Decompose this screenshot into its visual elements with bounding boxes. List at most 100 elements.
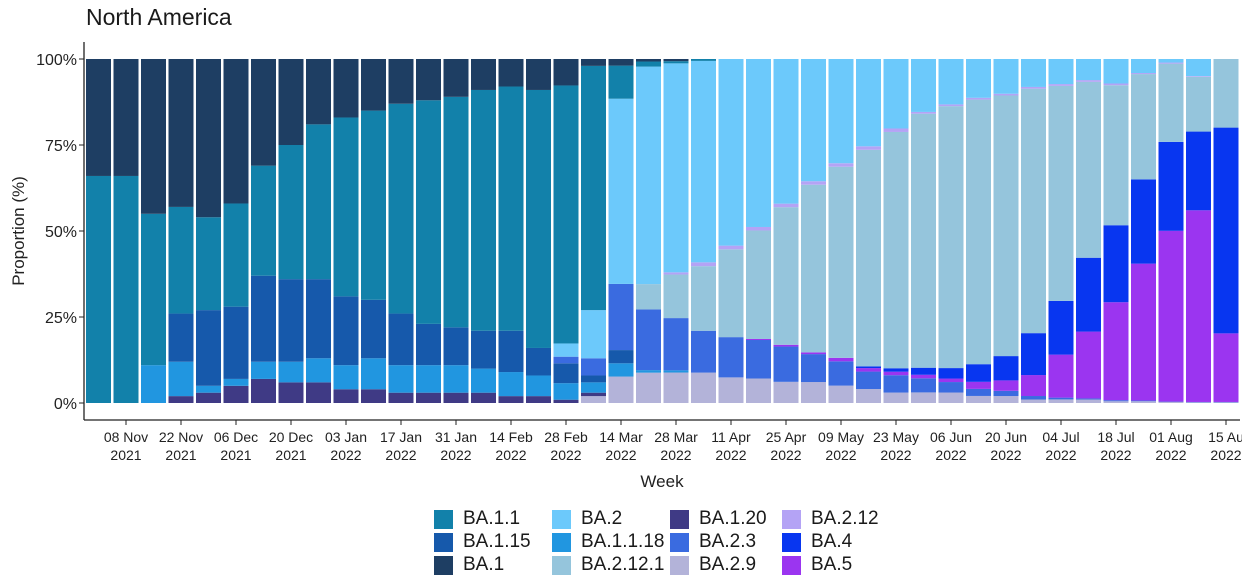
- bar-segment: [498, 396, 524, 403]
- bar-segment: [471, 330, 496, 369]
- bar-segment: [773, 207, 799, 345]
- bar-segment: [883, 59, 909, 129]
- bar-segment: [196, 59, 221, 218]
- bar-segment: [361, 389, 386, 403]
- bar-segment: [526, 59, 551, 90]
- bar-segment: [966, 395, 991, 403]
- bar-segment: [278, 145, 304, 280]
- bar-segment: [993, 380, 1019, 391]
- legend-label: BA.2: [581, 508, 623, 529]
- x-axis-label: Week: [640, 472, 684, 491]
- x-tick-label: 2022: [440, 447, 471, 463]
- bar-segment: [993, 396, 1019, 403]
- bar-segment: [1048, 85, 1074, 301]
- bar-segment: [168, 396, 194, 403]
- bar-segment: [856, 146, 881, 150]
- bar-segment: [471, 392, 496, 403]
- x-tick-label: 08 Nov: [104, 429, 148, 445]
- x-tick-label: 2022: [1210, 447, 1241, 463]
- bar-segment: [1186, 76, 1211, 132]
- bar-segment: [938, 368, 964, 379]
- bar-segment: [993, 390, 1019, 397]
- legend-label: BA.1.15: [463, 531, 531, 552]
- bar-segment: [388, 392, 414, 403]
- x-tick-label: 18 Jul: [1097, 429, 1134, 445]
- bar-segment: [663, 63, 689, 273]
- bar-segment: [1021, 375, 1046, 397]
- bar-segment: [801, 184, 826, 353]
- bar-segment: [773, 346, 799, 382]
- bar-segment: [1021, 333, 1046, 376]
- bar-segment: [553, 356, 579, 364]
- bar-segment: [718, 377, 744, 403]
- bar-segment: [278, 279, 304, 362]
- bar-segment: [498, 86, 524, 331]
- bar-segment: [113, 175, 139, 403]
- bar-segment: [1158, 63, 1184, 142]
- bar-segment: [278, 382, 304, 403]
- bar-segment: [1076, 398, 1101, 400]
- bar-segment: [911, 367, 936, 375]
- x-tick-label: 2022: [880, 447, 911, 463]
- bar-segment: [1103, 302, 1129, 401]
- bar-segment: [498, 330, 524, 373]
- bar-segment: [911, 113, 936, 368]
- bar-segment: [1076, 331, 1101, 399]
- x-tick-label: 31 Jan: [435, 429, 477, 445]
- bar-segment: [663, 370, 689, 373]
- bar-segment: [993, 93, 1019, 96]
- bar-segment: [168, 59, 194, 207]
- bar-segment: [1103, 83, 1129, 86]
- x-tick-label: 2022: [605, 447, 636, 463]
- bar-segment: [1076, 399, 1101, 403]
- y-tick-label: 50%: [45, 224, 77, 241]
- bar-segment: [333, 117, 359, 297]
- bar-segment: [443, 365, 469, 393]
- legend-swatch: [782, 555, 801, 575]
- bar-segment: [1158, 230, 1184, 402]
- bar-segment: [828, 361, 854, 386]
- bar-segment: [828, 163, 854, 167]
- bar-segment: [168, 361, 194, 397]
- bar-segment: [471, 89, 496, 331]
- y-tick-label: 0%: [54, 396, 77, 413]
- bar-segment: [581, 396, 606, 403]
- x-tick-label: 2022: [660, 447, 691, 463]
- legend-item: BA.1.1.18: [552, 531, 670, 553]
- bar-segment: [306, 279, 331, 359]
- bar-segment: [636, 370, 661, 373]
- bar-segment: [966, 364, 991, 382]
- bar-segment: [773, 59, 799, 204]
- bar-segment: [1048, 397, 1074, 400]
- bar-segment: [883, 368, 909, 372]
- bar-segment: [718, 337, 744, 378]
- bar-segment: [278, 59, 304, 145]
- x-tick-label: 2021: [275, 447, 306, 463]
- bar-segment: [1213, 402, 1239, 403]
- x-tick-label: 2022: [1045, 447, 1076, 463]
- bar-segment: [223, 385, 249, 403]
- bar-segment: [361, 358, 386, 390]
- legend-item: BA.1.15: [434, 531, 552, 553]
- bar-segment: [883, 375, 909, 393]
- y-tick-label: 25%: [45, 310, 77, 327]
- bar-segment: [416, 365, 441, 393]
- legend-item: BA.2.3: [670, 531, 782, 553]
- bar-segment: [443, 96, 469, 328]
- bar-segment: [1076, 59, 1101, 81]
- bar-segment: [141, 365, 166, 403]
- legend-item: BA.5: [782, 554, 892, 576]
- bar-segment: [251, 361, 276, 379]
- bar-segment: [251, 378, 276, 403]
- bar-segment: [86, 59, 111, 176]
- bar-segment: [1131, 179, 1156, 264]
- legend-swatch: [782, 509, 801, 529]
- bar-segment: [388, 103, 414, 314]
- x-tick-label: 06 Dec: [214, 429, 258, 445]
- legend-item: BA.1: [434, 554, 552, 576]
- bar-segment: [911, 111, 936, 114]
- y-axis-label: Proportion (%): [9, 176, 28, 286]
- bar-segment: [938, 382, 964, 393]
- bar-segment: [1021, 88, 1046, 334]
- bar-segment: [636, 66, 661, 285]
